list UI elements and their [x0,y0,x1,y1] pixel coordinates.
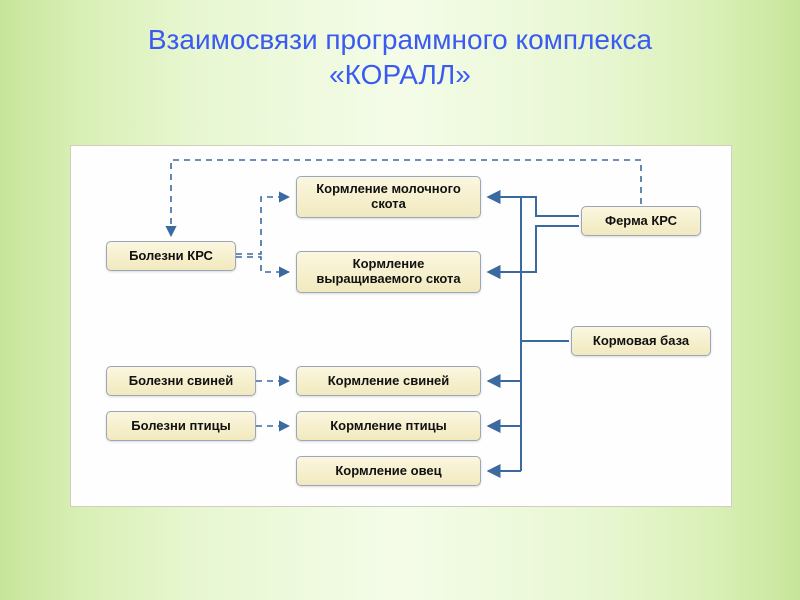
node-diseases-pigs: Болезни свиней [106,366,256,396]
node-feed-sheep: Кормление овец [296,456,481,486]
node-diseases-cattle: Болезни КРС [106,241,236,271]
node-diseases-birds: Болезни птицы [106,411,256,441]
node-feed-raised: Кормление выращиваемого скота [296,251,481,293]
diagram-panel: Болезни КРС Болезни свиней Болезни птицы Ко… [70,145,732,507]
slide: Взаимосвязи программного комплекса «КОРА… [0,0,800,600]
node-feed-pigs: Кормление свиней [296,366,481,396]
node-feed-dairy: Кормление молочного скота [296,176,481,218]
title-line2: «КОРАЛЛ» [329,59,471,90]
node-farm-cattle: Ферма КРС [581,206,701,236]
slide-title: Взаимосвязи программного комплекса «КОРА… [0,22,800,92]
title-line1: Взаимосвязи программного комплекса [148,24,652,55]
node-feed-base: Кормовая база [571,326,711,356]
node-feed-birds: Кормление птицы [296,411,481,441]
